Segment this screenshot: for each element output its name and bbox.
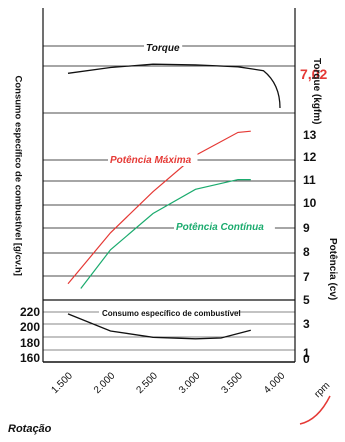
x-tick-label: 3.500 — [219, 370, 245, 396]
x-tick-label: 2.000 — [92, 370, 118, 396]
right-tick-label: 0 — [303, 352, 310, 366]
right-tick-label: 8 — [303, 245, 310, 259]
torque-value: 7,02 — [300, 66, 327, 82]
label-consumo-bg — [99, 306, 234, 318]
left-tick-label: 220 — [20, 305, 40, 319]
right-tick-label: 7 — [303, 270, 310, 284]
series-group — [67, 63, 281, 340]
left-tick-label: 180 — [20, 336, 40, 350]
label-potencia-continua-bg — [174, 220, 275, 233]
label-potencia-maxima-bg — [108, 153, 198, 166]
x-tick-label: 3.000 — [177, 370, 203, 396]
right-tick-label: 11 — [303, 173, 316, 187]
series-line-consumo — [67, 313, 251, 340]
left-tick-label: 200 — [20, 320, 40, 334]
right-tick-label: 1 — [303, 346, 310, 360]
label-consumo: Consumo específico de combustível — [102, 309, 241, 318]
series-line-potencia-maxima — [67, 130, 251, 285]
power-axis-label: Potência (cv) — [327, 238, 338, 301]
series-line-torque — [67, 63, 281, 109]
left-tick-label: 160 — [20, 351, 40, 365]
rpm-swoosh — [299, 395, 331, 425]
labels-group: Torque Potência Máxima Potência Contínua Co… — [99, 41, 275, 318]
gridlines — [43, 45, 295, 351]
x-tick-label: 2.500 — [134, 370, 160, 396]
label-potencia-maxima: Potência Máxima — [110, 155, 192, 166]
x-axis-label: Rotação — [8, 423, 52, 435]
label-torque: Torque — [146, 43, 180, 54]
x-tick-labels: 1.500 2.000 2.500 3.000 3.500 4.000 — [49, 370, 287, 396]
right-tick-label: 9 — [303, 221, 310, 235]
x-tick-label: 4.000 — [262, 370, 288, 396]
right-tick-label: 3 — [303, 317, 310, 331]
label-torque-bg — [144, 41, 183, 54]
right-tick-label: 12 — [303, 150, 317, 164]
left-y-label: Consumo específico de combustível [g/cv.… — [12, 75, 24, 276]
right-tick-label: 10 — [303, 196, 317, 210]
right-tick-label: 5 — [303, 293, 310, 307]
right-tick-label: 13 — [303, 128, 317, 142]
series-line-potencia-continua — [80, 179, 251, 289]
torque-axis-label: Torque (kgfm) — [311, 58, 322, 125]
x-tick-label: 1.500 — [49, 370, 75, 396]
label-potencia-continua: Potência Contínua — [176, 222, 264, 233]
